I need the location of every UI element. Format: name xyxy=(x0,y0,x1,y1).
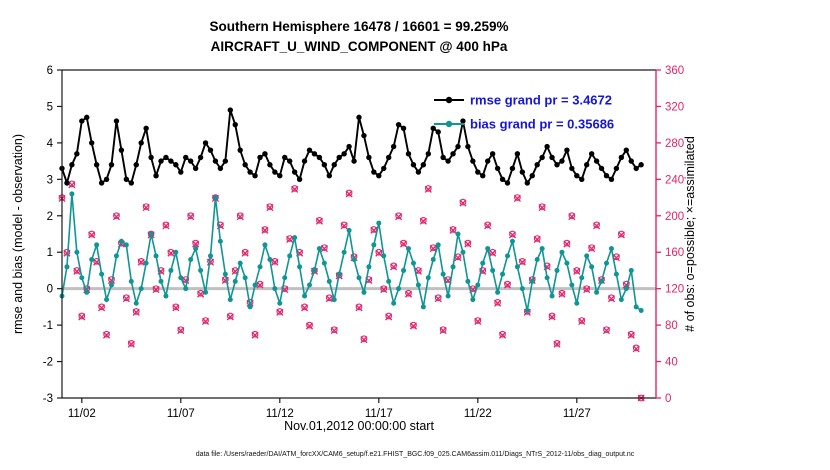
y-left-tick-label: 3 xyxy=(47,174,53,186)
obs-possible-markers xyxy=(58,180,645,402)
y-right-tick-label: 160 xyxy=(665,247,684,259)
y-axis-right-ticks: 0 40 80 120 160 200 240 280 320 360 xyxy=(656,65,684,405)
chart-title-line1: Southern Hemisphere 16478 / 16601 = 99.2… xyxy=(209,19,508,34)
y-right-tick-label: 80 xyxy=(665,320,678,332)
x-tick-label: 11/27 xyxy=(563,408,591,420)
data-file-caption: data file: /Users/raeder/DAI/ATM_forcXX/… xyxy=(196,451,635,458)
y-right-tick-label: 0 xyxy=(665,393,671,405)
rmse-series xyxy=(59,107,644,187)
y-right-tick-label: 200 xyxy=(665,211,684,223)
legend-bias-label: bias grand pr = 0.35686 xyxy=(470,117,614,132)
y-right-tick-label: 320 xyxy=(665,101,684,113)
y-left-tick-label: 0 xyxy=(47,284,53,296)
x-tick-label: 11/02 xyxy=(68,408,96,420)
legend-rmse-marker xyxy=(445,96,453,104)
legend-entry-rmse: rmse grand pr = 3.4672 xyxy=(434,93,612,108)
obs-assimilated-markers xyxy=(58,181,645,402)
y-left-tick-label: 1 xyxy=(47,247,53,259)
y-left-tick-label: 4 xyxy=(47,138,54,150)
legend: rmse grand pr = 3.4672 bias grand pr = 0… xyxy=(434,93,614,132)
legend-bias-marker xyxy=(445,120,453,128)
y-right-tick-label: 40 xyxy=(665,357,678,369)
y-left-tick-label: -2 xyxy=(43,357,53,369)
legend-rmse-label: rmse grand pr = 3.4672 xyxy=(470,93,612,108)
legend-entry-bias: bias grand pr = 0.35686 xyxy=(434,117,614,132)
y-left-tick-label: 5 xyxy=(47,101,53,113)
y-right-tick-label: 280 xyxy=(665,138,684,150)
y-axis-label-left: rmse and bias (model - observation) xyxy=(11,134,25,334)
x-tick-label: 11/22 xyxy=(464,408,492,420)
x-tick-label: 11/17 xyxy=(365,408,393,420)
y-left-tick-label: 2 xyxy=(47,211,53,223)
x-tick-label: 11/07 xyxy=(167,408,195,420)
y-left-tick-label: -1 xyxy=(43,320,53,332)
y-axis-left-ticks: -3 -2 -1 0 1 2 3 4 5 6 xyxy=(43,65,62,405)
plot-body: -3 -2 -1 0 1 2 3 4 5 6 0 40 80 120 160 200 240 280 320 360 1… xyxy=(43,65,684,420)
y-axis-label-right: # of obs: o=possible; ×=assimilated xyxy=(683,136,697,332)
x-tick-label: 11/12 xyxy=(266,408,294,420)
y-left-tick-label: 6 xyxy=(47,65,53,77)
y-right-tick-label: 360 xyxy=(665,65,684,77)
y-right-tick-label: 240 xyxy=(665,174,684,186)
y-left-tick-label: -3 xyxy=(43,393,53,405)
x-axis-ticks: 11/02 11/07 11/12 11/17 11/22 11/27 xyxy=(68,398,591,420)
axes-box xyxy=(61,69,657,399)
y-right-tick-label: 120 xyxy=(665,284,684,296)
chart-title-line2: AIRCRAFT_U_WIND_COMPONENT @ 400 hPa xyxy=(211,39,508,54)
bias-series xyxy=(59,191,644,314)
x-axis-label: Nov.01,2012 00:00:00 start xyxy=(284,419,434,433)
